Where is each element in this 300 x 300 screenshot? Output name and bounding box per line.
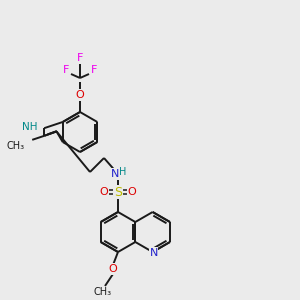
Text: F: F	[91, 65, 97, 75]
Text: O: O	[109, 264, 117, 274]
Text: NH: NH	[22, 122, 37, 132]
Text: N: N	[111, 169, 119, 179]
Text: H: H	[119, 167, 127, 177]
Text: S: S	[114, 185, 122, 199]
Text: O: O	[128, 187, 136, 197]
Text: F: F	[77, 53, 83, 63]
Text: O: O	[100, 187, 108, 197]
Text: CH₃: CH₃	[6, 141, 24, 151]
Text: O: O	[76, 90, 84, 100]
Text: CH₃: CH₃	[94, 287, 112, 297]
Text: N: N	[149, 248, 158, 258]
Text: F: F	[63, 65, 69, 75]
